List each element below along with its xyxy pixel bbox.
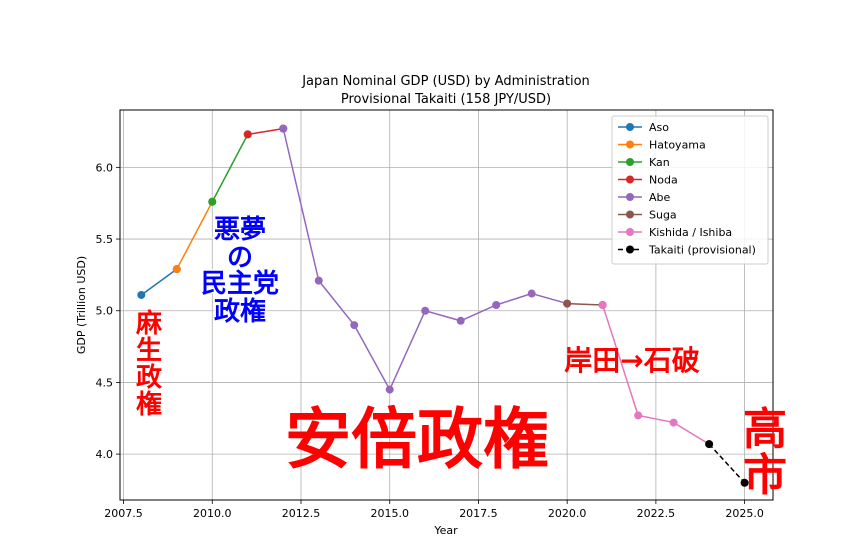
data-point-hatoyama (172, 265, 181, 274)
legend-swatch-marker (626, 123, 634, 131)
legend-swatch-marker (626, 193, 634, 201)
annotation-kishida-ishiba: 岸田→石破 (564, 344, 699, 377)
data-point-kishida-ishiba (634, 411, 643, 420)
data-point-suga (563, 299, 572, 308)
annotation-minshu-line: 悪夢 (214, 215, 266, 245)
data-point-aso (137, 290, 146, 299)
data-point-abe (385, 385, 394, 394)
legend-entry-label: Aso (649, 121, 669, 134)
annotation-aso-char: 生 (136, 336, 162, 366)
chart-title: Japan Nominal GDP (USD) by Administratio… (301, 74, 590, 89)
x-tick-label: 2015.0 (370, 507, 409, 520)
annotation-aso-char: 政 (136, 362, 162, 393)
annotation-abe: 安倍政権 (285, 401, 549, 478)
data-point-noda (243, 130, 252, 139)
x-tick-label: 2007.5 (104, 507, 143, 520)
y-axis-ticks: 4.0 4.5 5.0 5.5 6.0 (96, 161, 120, 461)
legend-entry-label: Abe (649, 191, 671, 204)
series-line-kan (211, 134, 249, 203)
x-tick-label: 2017.5 (459, 507, 498, 520)
x-tick-label: 2025.0 (725, 507, 764, 520)
data-point-abe (527, 289, 536, 298)
x-axis-label: Year (433, 524, 458, 537)
series-line-aso (140, 268, 178, 296)
legend-swatch-marker (626, 245, 634, 254)
annotation-takaichi-char: 市 (743, 450, 787, 501)
annotation-aso-char: 麻 (135, 309, 163, 339)
data-point-abe (350, 321, 359, 330)
x-tick-label: 2010.0 (193, 507, 232, 520)
legend-swatch-marker (626, 210, 634, 219)
x-tick-label: 2020.0 (548, 507, 587, 520)
legend-entry-label: Noda (649, 174, 678, 187)
legend-swatch-marker (626, 175, 634, 184)
data-point-kan (208, 197, 217, 206)
data-point-takaiti-provisional (705, 440, 714, 449)
data-point-takaiti-provisional (740, 478, 749, 487)
legend-swatch-marker (626, 228, 634, 236)
data-point-abe (421, 306, 430, 315)
x-tick-label: 2012.5 (282, 507, 321, 520)
y-tick-label: 5.0 (96, 305, 114, 318)
data-point-abe (314, 276, 323, 285)
plot-frame (119, 109, 774, 501)
y-tick-label: 5.5 (96, 233, 114, 246)
annotation-minshu-line: 民主党 (201, 269, 279, 299)
annotation-minshu-line: の (227, 243, 253, 273)
y-tick-label: 6.0 (96, 161, 114, 174)
legend-swatch-marker (626, 140, 634, 149)
data-point-abe (492, 301, 501, 309)
series-line-abe (282, 128, 568, 392)
legend-swatch-marker (626, 158, 634, 166)
legend-entry-label: Kan (649, 156, 670, 169)
annotation-aso-char: 権 (136, 389, 162, 420)
legend-entry-label: Suga (649, 209, 677, 222)
data-point-abe (456, 316, 465, 325)
legend-box (611, 115, 769, 265)
series-line-noda (247, 127, 284, 136)
y-tick-label: 4.5 (96, 376, 114, 389)
series-line-suga (567, 302, 603, 306)
annotation-takaichi-char: 高 (743, 404, 787, 455)
y-axis-label: GDP (Trillion USD) (75, 256, 88, 354)
series-group (137, 124, 749, 487)
y-tick-label: 4.0 (96, 448, 114, 461)
chart-subtitle: Provisional Takaiti (158 JPY/USD) (341, 92, 551, 107)
data-point-kishida-ishiba (598, 301, 607, 309)
series-line-kishida-ishiba (601, 304, 710, 445)
x-tick-label: 2022.5 (637, 507, 676, 520)
legend-entry-label: Kishida / Ishiba (649, 226, 732, 239)
annotation-minshu-line: 政権 (214, 296, 266, 327)
legend-entry-label: Hatoyama (649, 139, 706, 152)
data-point-kishida-ishiba (669, 418, 678, 427)
legend-entry-label: Takaiti (provisional) (648, 244, 756, 257)
legend: Aso Hatoyama Kan Noda Abe Suga Kishida / Ishib… (611, 115, 769, 265)
series-line-hatoyama (176, 201, 213, 270)
series-line-takaiti-provisional (708, 443, 746, 484)
data-point-abe (279, 124, 288, 133)
x-axis-ticks: 2007.5 2010.0 2012.5 2015.0 2017.5 2020.0 2022… (104, 500, 764, 520)
